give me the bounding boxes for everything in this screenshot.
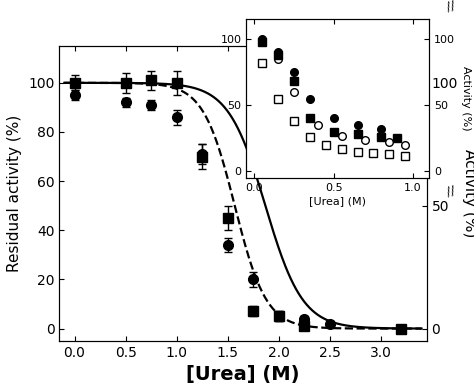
Text: //: //	[445, 0, 456, 14]
X-axis label: [Urea] (M): [Urea] (M)	[309, 196, 366, 206]
Text: //: //	[445, 183, 456, 198]
Y-axis label: Residual activity (%): Residual activity (%)	[8, 115, 22, 272]
Y-axis label: Activity (%): Activity (%)	[462, 66, 472, 131]
Y-axis label: Activity (%): Activity (%)	[462, 149, 474, 237]
X-axis label: [Urea] (M): [Urea] (M)	[186, 365, 300, 383]
Text: //: //	[323, 55, 337, 72]
